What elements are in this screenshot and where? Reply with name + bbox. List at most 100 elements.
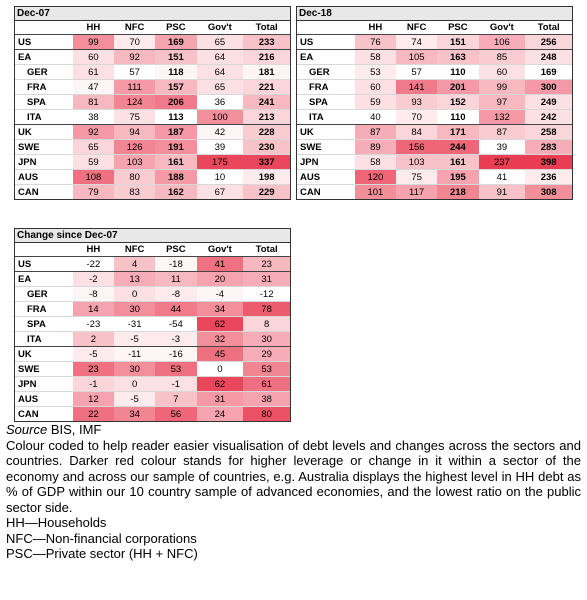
row-label: ITA — [297, 109, 355, 125]
column-header — [297, 21, 355, 35]
value-cell: 161 — [437, 154, 479, 170]
table-row: ITA 38 75 113 100 213 — [15, 109, 290, 125]
value-cell: 84 — [396, 124, 438, 140]
value-cell: 101 — [354, 184, 396, 199]
value-cell: 161 — [155, 154, 197, 170]
row-label: FRA — [297, 79, 355, 95]
value-cell: 162 — [155, 184, 197, 199]
table-row: AUS 108 80 188 10 198 — [15, 169, 290, 185]
value-cell: 34 — [196, 301, 244, 317]
value-cell: 105 — [396, 49, 438, 65]
table-row: US 99 70 169 65 233 — [15, 34, 290, 50]
value-cell: 108 — [72, 169, 114, 185]
table-row: SWE 89 156 244 39 283 — [297, 139, 572, 155]
value-cell: 8 — [243, 316, 290, 332]
source-line: Source BIS, IMF — [6, 422, 581, 438]
value-cell: 201 — [437, 79, 479, 95]
value-cell: 57 — [114, 64, 156, 80]
heatmap-table: HH NFC PSC Gov't Total US -22 4 -18 41 23 EA -2 13 11 2… — [15, 243, 290, 421]
value-cell: 30 — [114, 301, 156, 317]
value-cell: 13 — [114, 271, 156, 287]
row-label: AUS — [297, 169, 355, 185]
value-cell: 22 — [72, 406, 114, 421]
row-label: UK — [15, 124, 73, 140]
value-cell: 74 — [396, 34, 438, 50]
value-cell: 256 — [525, 34, 572, 50]
row-label: CAN — [297, 184, 355, 199]
value-cell: 169 — [525, 64, 572, 80]
table-row: JPN 59 103 161 175 337 — [15, 154, 290, 170]
value-cell: 89 — [354, 139, 396, 155]
column-header: NFC — [124, 244, 145, 255]
table-row: SWE 65 126 191 39 230 — [15, 139, 290, 155]
value-cell: 0 — [114, 376, 156, 392]
value-cell: 85 — [478, 49, 526, 65]
value-cell: 248 — [525, 49, 572, 65]
source-label: Source — [6, 422, 48, 437]
value-cell: 78 — [243, 301, 290, 317]
value-cell: 39 — [196, 139, 244, 155]
row-label: SWE — [297, 139, 355, 155]
abbreviation-psc: PSC—Private sector (HH + NFC) — [6, 546, 198, 561]
value-cell: 163 — [437, 49, 479, 65]
value-cell: 0 — [114, 286, 156, 302]
column-header: HH — [86, 244, 101, 255]
value-cell: 92 — [114, 49, 156, 65]
table-title: Change since Dec-07 — [15, 229, 290, 243]
value-cell: 91 — [478, 184, 526, 199]
table-row: SWE 23 30 53 0 53 — [15, 361, 290, 377]
value-cell: 113 — [155, 109, 197, 125]
value-cell: 229 — [243, 184, 290, 199]
value-cell: 120 — [354, 169, 396, 185]
column-header: PSC — [448, 22, 468, 33]
table-row: GER 53 57 110 60 169 — [297, 64, 572, 80]
value-cell: 206 — [155, 94, 197, 110]
value-cell: 70 — [114, 34, 156, 50]
value-cell: 106 — [478, 34, 526, 50]
heatmap-table: HH NFC PSC Gov't Total US 99 70 169 65 233 EA 60 92 15… — [15, 21, 290, 199]
column-header: Gov't — [207, 244, 232, 255]
row-label: SPA — [15, 94, 73, 110]
value-cell: 283 — [525, 139, 572, 155]
value-cell: 118 — [155, 64, 197, 80]
value-cell: 94 — [114, 124, 156, 140]
row-label: SPA — [15, 316, 73, 332]
value-cell: 81 — [72, 94, 114, 110]
row-label: SPA — [297, 94, 355, 110]
value-cell: 87 — [478, 124, 526, 140]
value-cell: 47 — [72, 79, 114, 95]
value-cell: 171 — [437, 124, 479, 140]
value-cell: 75 — [396, 169, 438, 185]
value-cell: 236 — [525, 169, 572, 185]
table-row: AUS 120 75 195 41 236 — [297, 169, 572, 185]
value-cell: 92 — [72, 124, 114, 140]
column-header — [15, 243, 73, 257]
value-cell: 230 — [243, 139, 290, 155]
value-cell: 157 — [155, 79, 197, 95]
row-label: US — [15, 256, 73, 272]
value-cell: 218 — [437, 184, 479, 199]
value-cell: 249 — [525, 94, 572, 110]
value-cell: -54 — [155, 316, 197, 332]
value-cell: 126 — [114, 139, 156, 155]
value-cell: 65 — [72, 139, 114, 155]
value-cell: 100 — [196, 109, 244, 125]
row-label: SWE — [15, 139, 73, 155]
value-cell: 30 — [114, 361, 156, 377]
column-header: Total — [255, 244, 278, 255]
value-cell: 195 — [437, 169, 479, 185]
value-cell: -22 — [72, 256, 114, 272]
value-cell: -23 — [72, 316, 114, 332]
column-header: NFC — [124, 22, 145, 33]
value-cell: 228 — [243, 124, 290, 140]
value-cell: 221 — [243, 79, 290, 95]
row-label: CAN — [15, 184, 73, 199]
value-cell: 258 — [525, 124, 572, 140]
table-row: ITA 2 -5 -3 32 30 — [15, 331, 290, 347]
row-label: GER — [297, 64, 355, 80]
row-label: FRA — [15, 301, 73, 317]
value-cell: 59 — [354, 94, 396, 110]
value-cell: 57 — [396, 64, 438, 80]
table-row: CAN 22 34 56 24 80 — [15, 406, 290, 421]
value-cell: 59 — [72, 154, 114, 170]
